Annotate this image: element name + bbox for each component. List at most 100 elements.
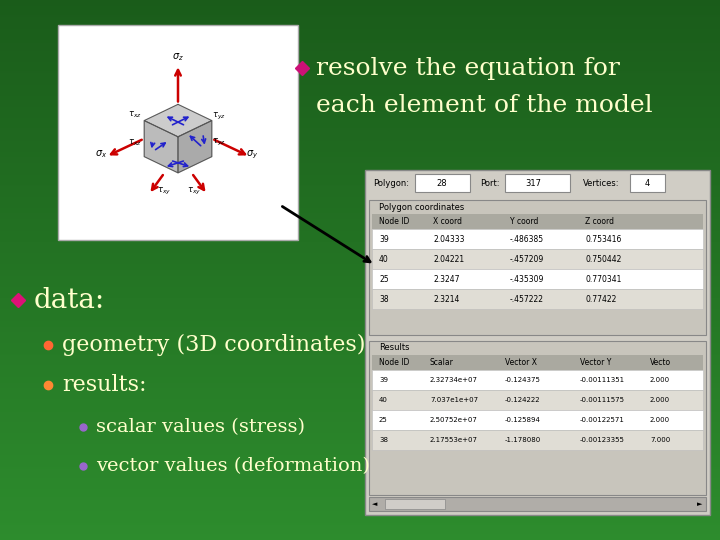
Bar xyxy=(0,133,720,134)
Bar xyxy=(0,35,720,36)
Text: results:: results: xyxy=(62,374,146,396)
Bar xyxy=(0,532,720,533)
Bar xyxy=(0,202,720,203)
Bar xyxy=(0,407,720,408)
Bar xyxy=(0,101,720,102)
Bar xyxy=(0,122,720,123)
Bar xyxy=(0,519,720,520)
Bar xyxy=(0,349,720,350)
Bar xyxy=(0,26,720,27)
Bar xyxy=(0,376,720,377)
Bar xyxy=(0,34,720,35)
Bar xyxy=(0,236,720,237)
Bar xyxy=(0,273,720,274)
Bar xyxy=(0,506,720,507)
Bar xyxy=(0,210,720,211)
Bar xyxy=(0,496,720,497)
Bar xyxy=(0,156,720,157)
Bar xyxy=(0,31,720,32)
Bar xyxy=(0,420,720,421)
Bar xyxy=(0,344,720,345)
Bar xyxy=(0,419,720,420)
Bar xyxy=(0,164,720,165)
Bar xyxy=(0,196,720,197)
Bar xyxy=(0,498,720,499)
Bar xyxy=(0,323,720,324)
Bar xyxy=(0,88,720,89)
Bar xyxy=(0,395,720,396)
Text: 2.3214: 2.3214 xyxy=(433,294,459,303)
Bar xyxy=(0,139,720,140)
Bar xyxy=(0,512,720,513)
Bar xyxy=(0,157,720,158)
Bar xyxy=(0,190,720,191)
Bar xyxy=(0,200,720,201)
Bar xyxy=(0,315,720,316)
Bar xyxy=(0,385,720,386)
Bar xyxy=(0,301,720,302)
Bar xyxy=(0,83,720,84)
Bar xyxy=(0,32,720,33)
Bar xyxy=(0,25,720,26)
Bar xyxy=(0,454,720,455)
Bar xyxy=(0,238,720,239)
Bar xyxy=(0,351,720,352)
Bar xyxy=(0,73,720,74)
Bar xyxy=(0,369,720,370)
Bar xyxy=(0,455,720,456)
Bar xyxy=(0,360,720,361)
Bar xyxy=(0,211,720,212)
Bar xyxy=(0,528,720,529)
Bar xyxy=(0,460,720,461)
Bar xyxy=(0,483,720,484)
Bar xyxy=(0,462,720,463)
Bar xyxy=(0,191,720,192)
Bar xyxy=(0,208,720,209)
Bar xyxy=(0,189,720,190)
Bar xyxy=(0,298,720,299)
Bar xyxy=(0,213,720,214)
Bar xyxy=(0,42,720,43)
Bar xyxy=(0,527,720,528)
Bar xyxy=(0,432,720,433)
Bar xyxy=(0,448,720,449)
Bar xyxy=(0,113,720,114)
Bar xyxy=(0,458,720,459)
Bar xyxy=(0,185,720,186)
Bar xyxy=(0,203,720,204)
Bar xyxy=(0,370,720,371)
Bar xyxy=(0,491,720,492)
Bar xyxy=(0,464,720,465)
Bar xyxy=(0,366,720,367)
Bar xyxy=(0,137,720,138)
Bar xyxy=(0,481,720,482)
Bar xyxy=(0,132,720,133)
Bar xyxy=(0,244,720,245)
Bar xyxy=(0,265,720,266)
Bar xyxy=(0,468,720,469)
Bar xyxy=(0,396,720,397)
Text: 2.04221: 2.04221 xyxy=(433,254,464,264)
Text: -0.00122571: -0.00122571 xyxy=(580,417,625,423)
Bar xyxy=(0,91,720,92)
Bar xyxy=(0,152,720,153)
Text: Port:: Port: xyxy=(480,179,500,187)
Bar xyxy=(0,492,720,493)
Bar xyxy=(0,149,720,150)
Bar xyxy=(0,362,720,363)
Bar xyxy=(0,296,720,297)
Bar xyxy=(0,428,720,429)
Bar xyxy=(0,334,720,335)
Bar xyxy=(0,201,720,202)
Bar xyxy=(0,302,720,303)
Bar xyxy=(0,214,720,215)
Bar xyxy=(0,406,720,407)
Bar xyxy=(0,64,720,65)
Bar xyxy=(0,7,720,8)
Text: 39: 39 xyxy=(379,234,389,244)
Bar xyxy=(0,79,720,80)
Bar xyxy=(0,181,720,182)
Text: Polygon:: Polygon: xyxy=(373,179,409,187)
Bar xyxy=(0,472,720,473)
Bar xyxy=(0,282,720,283)
